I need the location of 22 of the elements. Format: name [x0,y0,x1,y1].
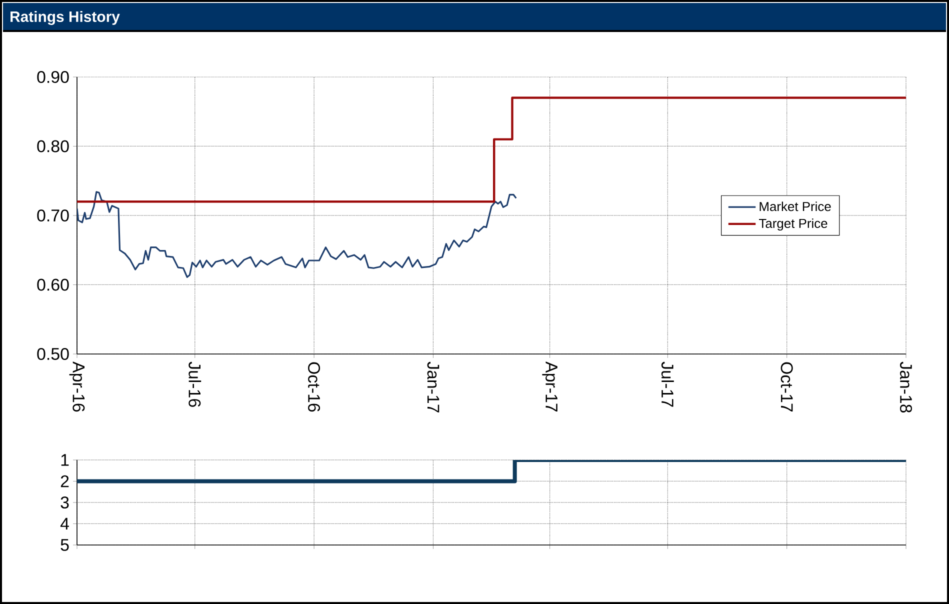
x-tick-label: Jul-16 [188,362,202,407]
y-tick-label: 0.90 [37,70,69,83]
line-series [77,191,517,278]
y-tick-label: 0.60 [37,278,69,291]
x-tick-label: Jul-17 [661,362,674,407]
y-tick-label: 0.80 [37,140,69,152]
y-tick-label: 1 [61,454,69,466]
y-tick-label: 5 [60,539,69,551]
x-tick-label: Oct-16 [308,362,320,412]
x-tick-label: Jan-18 [900,362,912,413]
legend-label: Market Price [760,202,831,212]
y-tick-label: 0.50 [37,348,69,360]
legend-label: Target Price [759,218,828,231]
x-tick-label: Oct-17 [780,362,793,412]
x-tick-label: Apr-16 [69,362,85,412]
y-tick-label: 3 [60,496,69,508]
chart-title: Ratings History [10,10,120,25]
x-tick-label: Apr-17 [542,362,558,412]
y-tick-label: 4 [60,518,69,530]
y-tick-label: 2 [60,475,69,488]
y-tick-label: 0.70 [37,209,69,222]
x-tick-label: Jan-17 [427,362,440,412]
